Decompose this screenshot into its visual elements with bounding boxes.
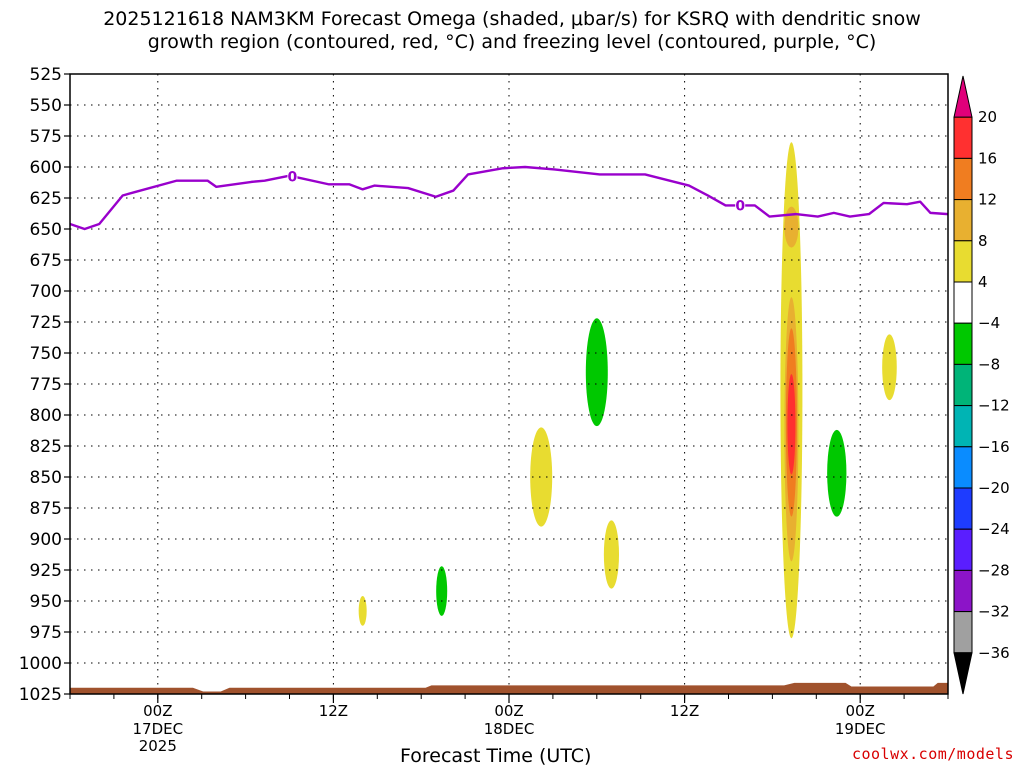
colorbar-label-12: −32 [978,603,1010,621]
chart-title-line1: 2025121618 NAM3KM Forecast Omega (shaded… [103,8,921,30]
y-tick-label-975: 975 [30,623,62,643]
colorbar-label-11: −28 [978,561,1010,579]
colorbar-swatch-8 [953,405,973,448]
colorbar-label-5: −4 [978,314,1000,332]
colorbar-swatch-3 [953,199,973,242]
x-tick-label-54: 00Z [846,702,875,720]
x-tick-label-18: 12Z [319,702,348,720]
y-tick-label-700: 700 [30,282,62,302]
omega-feature-5 [585,318,608,427]
colorbar-swatch-4 [953,240,973,283]
y-tick-label-675: 675 [30,251,62,271]
colorbar-label-4: 4 [978,273,988,291]
y-tick-label-925: 925 [30,561,62,581]
x-tick-label-42: 12Z [670,702,699,720]
omega-feature-9 [603,520,620,589]
y-tick-label-650: 650 [30,220,62,240]
y-tick-label-575: 575 [30,127,62,147]
colorbar-label-2: 12 [978,191,997,209]
x-date-label-54: 19DEC [835,720,886,738]
x-tick-label-30: 00Z [494,702,523,720]
y-tick-label-775: 775 [30,375,62,395]
y-tick-label-825: 825 [30,437,62,457]
y-tick-label-750: 750 [30,344,62,364]
x-tick-label-6: 00Z [143,702,172,720]
omega-feature-11 [882,334,897,401]
colorbar-label-10: −24 [978,520,1010,538]
y-tick-label-1000: 1000 [19,654,62,674]
y-tick-label-600: 600 [30,158,62,178]
chart-title-line2: growth region (contoured, red, °C) and f… [147,31,877,53]
y-tick-label-625: 625 [30,189,62,209]
x-axis-title: Forecast Time (UTC) [400,745,592,767]
colorbar-swatch-2 [953,157,973,201]
colorbar-label-9: −20 [978,479,1010,497]
colorbar-label-8: −16 [978,438,1010,456]
freezing-level-line [69,165,949,231]
omega-feature-1 [784,206,799,248]
colorbar-label-13: −36 [978,644,1010,662]
y-tick-label-550: 550 [30,96,62,116]
y-tick-label-800: 800 [30,406,62,426]
colorbar-swatch-6 [953,322,973,365]
colorbar-label-1: 16 [978,149,997,167]
x-date-label-30: 18DEC [484,720,535,738]
colorbar-swatch-7 [953,363,973,407]
omega-feature-7 [436,566,448,616]
colorbar-label-6: −8 [978,355,1000,373]
colorbar-swatch-12 [953,569,973,613]
y-tick-label-850: 850 [30,468,62,488]
colorbar-swatch-13 [953,611,973,654]
colorbar-label-3: 8 [978,232,988,250]
colorbar-label-7: −12 [978,397,1010,415]
terrain-fill [70,682,948,694]
y-tick-label-1025: 1025 [19,685,62,705]
colorbar-arrow-bottom [953,652,973,695]
colorbar-swatch-11 [953,528,973,571]
omega-feature-6 [827,429,847,517]
colorbar-label-0: 20 [978,108,997,126]
y-tick-label-900: 900 [30,530,62,550]
omega-feature-8 [530,427,553,527]
colorbar-arrow-top [953,75,973,118]
y-tick-label-950: 950 [30,592,62,612]
omega-shading [358,142,897,639]
x-year-label-6: 2025 [139,737,177,755]
y-tick-label-525: 525 [30,65,62,85]
colorbar-swatch-9 [953,446,973,489]
omega-feature-4 [787,374,796,475]
freezing-level-label-0: 0 [288,169,298,185]
x-date-label-6: 17DEC [133,720,184,738]
colorbar-swatch-10 [953,487,973,530]
freezing-level-label-1: 0 [735,198,745,214]
colorbar-swatch-5 [953,281,973,324]
omega-feature-10 [358,596,367,626]
credit-text[interactable]: coolwx.com/models [851,745,1014,763]
colorbar-swatch-1 [953,116,973,159]
y-tick-label-725: 725 [30,313,62,333]
y-tick-label-875: 875 [30,499,62,519]
